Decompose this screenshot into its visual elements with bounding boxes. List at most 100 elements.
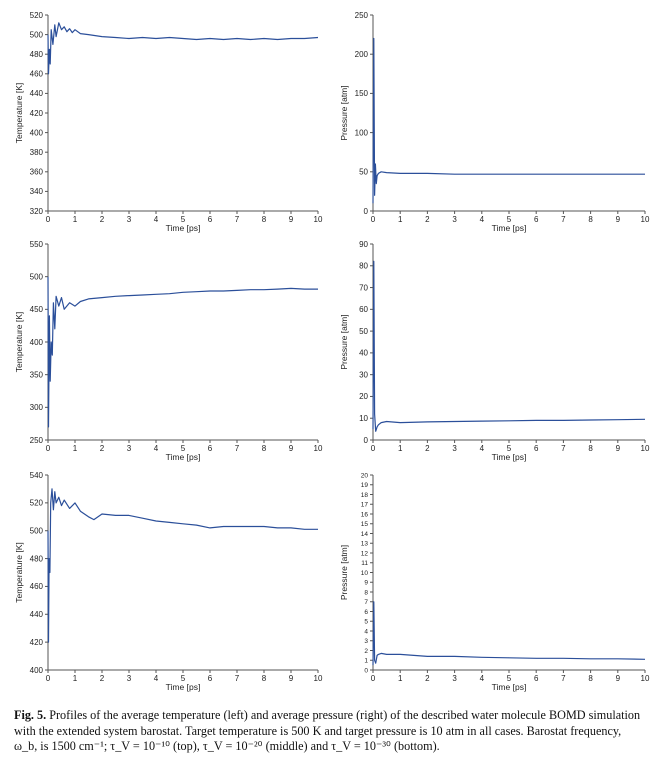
x-tick-label: 5	[181, 674, 186, 683]
x-tick-label: 9	[616, 674, 621, 683]
x-tick-label: 8	[588, 444, 593, 453]
y-tick-label: 7	[364, 599, 368, 606]
y-tick-label: 15	[361, 521, 369, 528]
y-tick-label: 480	[30, 50, 44, 59]
y-tick-label: 0	[364, 436, 369, 445]
x-tick-label: 1	[73, 444, 78, 453]
y-tick-label: 520	[30, 499, 44, 508]
x-tick-label: 1	[73, 674, 78, 683]
x-tick-label: 5	[507, 444, 512, 453]
x-tick-label: 0	[46, 215, 51, 224]
y-tick-label: 20	[361, 472, 369, 479]
y-axis-label: Temperature [K]	[14, 312, 24, 372]
x-tick-label: 2	[100, 215, 105, 224]
caption-text: Profiles of the average temperature (lef…	[14, 708, 641, 753]
x-tick-label: 6	[534, 674, 539, 683]
x-tick-label: 7	[561, 444, 566, 453]
y-tick-label: 460	[30, 582, 44, 591]
y-tick-label: 400	[30, 338, 44, 347]
series-line	[372, 601, 646, 666]
y-tick-label: 150	[355, 89, 369, 98]
y-tick-label: 250	[355, 11, 369, 20]
x-tick-label: 7	[561, 215, 566, 224]
x-axis-label: Time [ps]	[166, 452, 201, 462]
y-tick-label: 480	[30, 554, 44, 563]
y-tick-label: 10	[361, 570, 369, 577]
y-tick-label: 400	[30, 128, 44, 137]
y-tick-label: 20	[359, 392, 368, 401]
x-tick-label: 0	[371, 444, 376, 453]
y-tick-label: 9	[364, 580, 368, 587]
x-tick-label: 7	[561, 674, 566, 683]
y-tick-label: 3	[364, 638, 368, 645]
y-tick-label: 90	[359, 240, 368, 249]
y-tick-label: 17	[361, 502, 369, 509]
y-tick-label: 30	[359, 370, 368, 379]
y-tick-label: 50	[359, 168, 368, 177]
x-tick-label: 9	[616, 444, 621, 453]
y-tick-label: 100	[355, 128, 369, 137]
y-tick-label: 500	[30, 30, 44, 39]
x-tick-label: 5	[181, 444, 186, 453]
x-tick-label: 8	[588, 215, 593, 224]
x-tick-label: 6	[208, 215, 213, 224]
x-tick-label: 8	[262, 215, 267, 224]
y-tick-label: 40	[359, 349, 368, 358]
x-tick-label: 7	[235, 215, 240, 224]
x-tick-label: 1	[398, 215, 403, 224]
x-tick-label: 3	[127, 674, 132, 683]
x-tick-label: 9	[616, 215, 621, 224]
y-tick-label: 5	[364, 619, 368, 626]
chart-temp-top: 320 340 360 380 400 420 440 460 480 500 520 0 1 2 3 4 5 6…	[14, 11, 323, 233]
y-tick-label: 420	[30, 109, 44, 118]
y-tick-label: 19	[361, 482, 369, 489]
y-axis-label: Pressure [atm]	[339, 314, 349, 369]
x-tick-label: 8	[262, 674, 267, 683]
x-tick-label: 2	[425, 444, 430, 453]
x-tick-label: 0	[46, 674, 51, 683]
y-tick-label: 380	[30, 148, 44, 157]
chart-temp-mid: 250 300 350 400 450 500 550 0 1 2 3 4 5 6 7 8 9 10 Time [p…	[14, 240, 323, 462]
y-tick-label: 300	[30, 403, 44, 412]
caption-label: Fig. 5.	[14, 708, 47, 722]
y-tick-label: 18	[361, 492, 369, 499]
y-tick-label: 500	[30, 272, 44, 281]
x-axis-label: Time [ps]	[166, 223, 201, 233]
chart-press-top: 0 50 100 150 200 250 0 1 2 3 4 5 6 7 8 9 10 Time [ps] Pres…	[339, 11, 650, 233]
x-tick-label: 3	[452, 444, 457, 453]
series-line	[372, 260, 646, 432]
y-tick-label: 4	[364, 628, 368, 635]
x-tick-label: 0	[46, 444, 51, 453]
series-line	[47, 22, 319, 75]
x-tick-label: 6	[208, 674, 213, 683]
x-tick-label: 4	[154, 444, 159, 453]
x-tick-label: 10	[641, 444, 650, 453]
x-tick-label: 8	[262, 444, 267, 453]
x-tick-label: 4	[154, 674, 159, 683]
y-tick-label: 540	[30, 471, 44, 480]
x-tick-label: 2	[425, 674, 430, 683]
y-tick-label: 400	[30, 666, 44, 675]
y-tick-label: 12	[361, 550, 369, 557]
x-tick-label: 0	[371, 215, 376, 224]
series-line	[47, 276, 318, 428]
y-tick-label: 250	[30, 436, 44, 445]
series-line	[372, 37, 645, 204]
y-tick-label: 13	[361, 541, 369, 548]
x-tick-label: 10	[314, 215, 323, 224]
figure-caption: Fig. 5. Profiles of the average temperat…	[14, 708, 646, 755]
x-tick-label: 1	[73, 215, 78, 224]
x-tick-label: 2	[425, 215, 430, 224]
y-tick-label: 0	[364, 667, 368, 674]
x-axis-label: Time [ps]	[492, 452, 527, 462]
x-tick-label: 9	[289, 215, 294, 224]
x-tick-label: 5	[507, 674, 512, 683]
x-tick-label: 9	[289, 674, 294, 683]
x-tick-label: 6	[534, 215, 539, 224]
x-tick-label: 5	[507, 215, 512, 224]
x-tick-label: 1	[398, 674, 403, 683]
y-tick-label: 500	[30, 527, 44, 536]
y-tick-label: 440	[30, 89, 44, 98]
x-tick-label: 3	[127, 215, 132, 224]
